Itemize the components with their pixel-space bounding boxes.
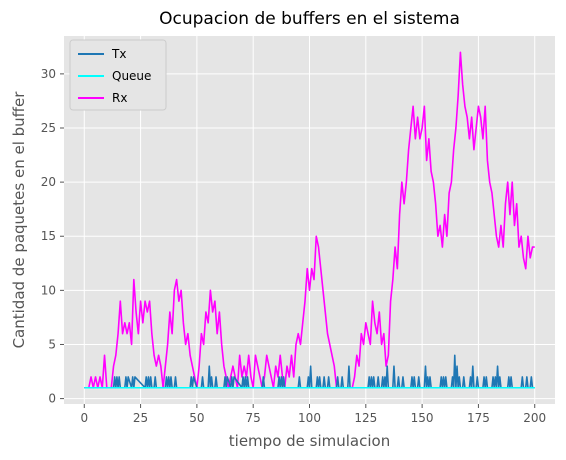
legend-box [69,39,167,111]
x-tick-label: 0 [80,411,88,425]
x-axis-title: tiempo de simulacion [229,432,390,450]
x-tick-label: 25 [133,411,148,425]
x-tick-labels: 0 25 50 75 100 125 150 175 200 [80,404,546,425]
x-tick-label: 75 [246,411,261,425]
y-tick-label: 15 [41,229,56,243]
grid-lines [64,36,555,404]
legend-label-tx: Tx [111,47,126,61]
y-tick-label: 5 [48,337,56,351]
y-tick-label: 20 [41,175,56,189]
x-tick-label: 100 [298,411,321,425]
y-tick-labels: 0 5 10 15 20 25 30 [41,67,64,406]
chart-title: Ocupacion de buffers en el sistema [159,9,460,29]
series-lines [84,51,535,389]
y-tick-label: 30 [41,67,56,81]
x-tick-label: 150 [411,411,434,425]
y-axis-title: Cantidad de paquetes en el buffer [10,91,28,349]
x-tick-label: 125 [354,411,377,425]
legend: Tx Queue Rx [69,39,167,111]
series-line-tx [84,354,535,389]
legend-label-rx: Rx [112,91,127,105]
y-tick-label: 25 [41,121,56,135]
x-tick-label: 175 [467,411,490,425]
x-tick-label: 50 [189,411,204,425]
y-tick-label: 10 [41,283,56,297]
y-tick-label: 0 [48,392,56,406]
legend-label-queue: Queue [112,69,151,83]
series-line-rx [84,51,535,389]
x-tick-label: 200 [523,411,546,425]
